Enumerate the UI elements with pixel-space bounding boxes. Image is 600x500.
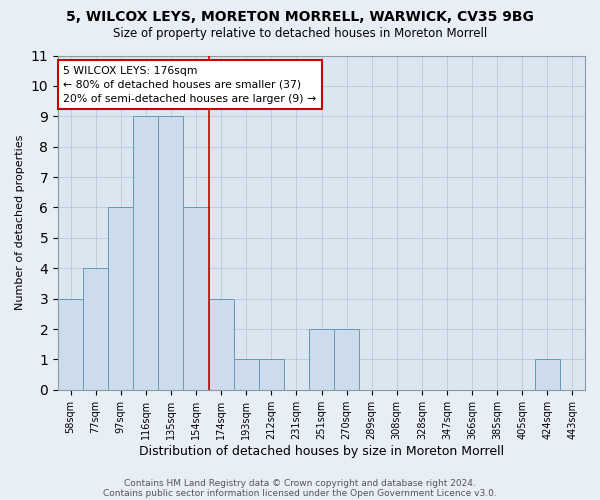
Y-axis label: Number of detached properties: Number of detached properties bbox=[15, 135, 25, 310]
Text: Contains HM Land Registry data © Crown copyright and database right 2024.: Contains HM Land Registry data © Crown c… bbox=[124, 478, 476, 488]
Bar bbox=[309, 329, 334, 390]
X-axis label: Distribution of detached houses by size in Moreton Morrell: Distribution of detached houses by size … bbox=[139, 444, 504, 458]
Text: Contains public sector information licensed under the Open Government Licence v3: Contains public sector information licen… bbox=[103, 488, 497, 498]
Bar bbox=[83, 268, 108, 390]
Bar bbox=[58, 298, 83, 390]
Bar bbox=[133, 116, 158, 390]
Bar bbox=[184, 208, 209, 390]
Bar bbox=[158, 116, 184, 390]
Bar bbox=[233, 360, 259, 390]
Bar bbox=[209, 298, 233, 390]
Bar bbox=[535, 360, 560, 390]
Text: 5 WILCOX LEYS: 176sqm
← 80% of detached houses are smaller (37)
20% of semi-deta: 5 WILCOX LEYS: 176sqm ← 80% of detached … bbox=[63, 66, 316, 104]
Text: Size of property relative to detached houses in Moreton Morrell: Size of property relative to detached ho… bbox=[113, 28, 487, 40]
Bar bbox=[108, 208, 133, 390]
Bar bbox=[334, 329, 359, 390]
Bar bbox=[259, 360, 284, 390]
Text: 5, WILCOX LEYS, MORETON MORRELL, WARWICK, CV35 9BG: 5, WILCOX LEYS, MORETON MORRELL, WARWICK… bbox=[66, 10, 534, 24]
